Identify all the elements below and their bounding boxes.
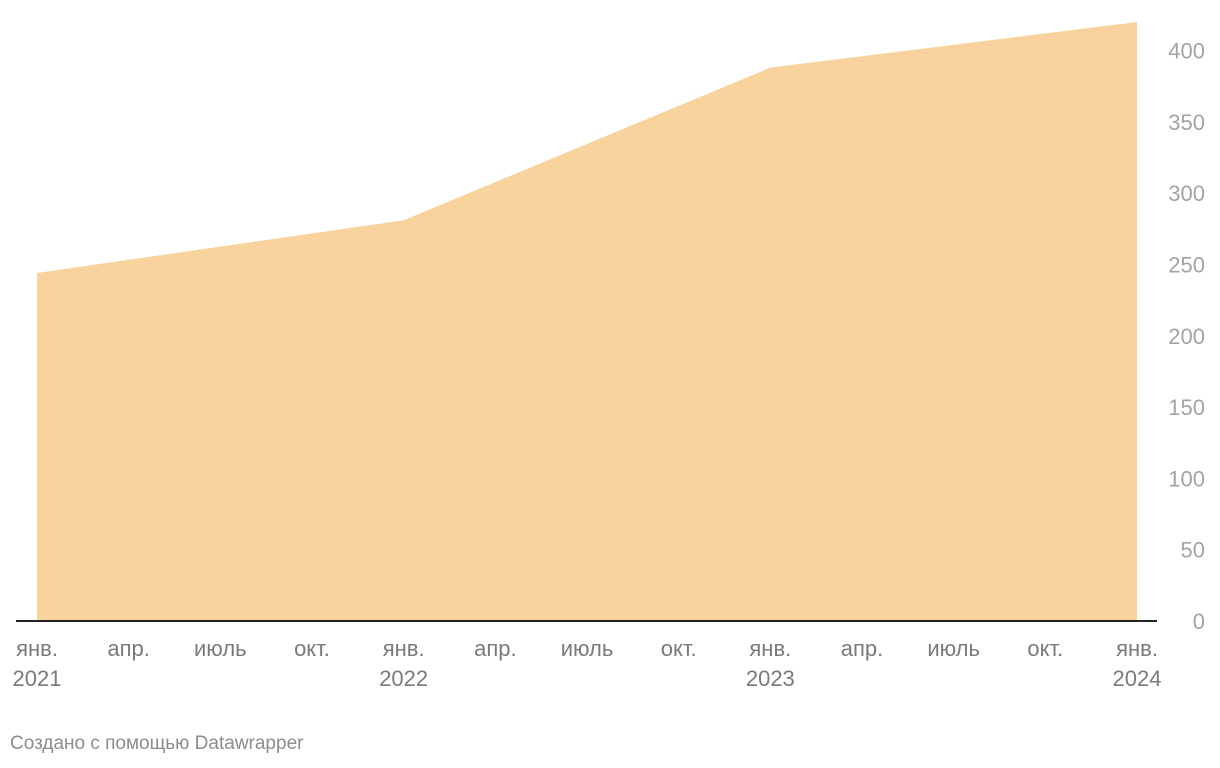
y-tick-label: 50 (1181, 538, 1205, 563)
y-tick-label: 150 (1168, 395, 1205, 420)
x-tick-label: июль (927, 636, 980, 661)
y-tick-label: 400 (1168, 39, 1205, 64)
x-tick-label: июль (194, 636, 247, 661)
y-tick-label: 200 (1168, 324, 1205, 349)
x-tick-label: янв. (383, 636, 425, 661)
y-tick-label: 350 (1168, 110, 1205, 135)
x-tick-year-label: 2022 (379, 666, 428, 691)
x-tick-label: янв. (1116, 636, 1158, 661)
x-tick-label: янв. (749, 636, 791, 661)
x-tick-year-label: 2024 (1113, 666, 1162, 691)
x-tick-label: апр. (474, 636, 517, 661)
y-tick-label: 100 (1168, 466, 1205, 491)
y-tick-label: 300 (1168, 181, 1205, 206)
x-tick-label: апр. (841, 636, 884, 661)
x-tick-year-label: 2023 (746, 666, 795, 691)
x-tick-label: окт. (661, 636, 697, 661)
series-area (37, 22, 1137, 621)
x-tick-label: янв. (16, 636, 58, 661)
x-tick-label: окт. (1027, 636, 1063, 661)
datawrapper-credit: Создано с помощью Datawrapper (10, 733, 304, 754)
y-tick-label: 0 (1193, 609, 1205, 634)
chart-svg: 0 50 100 150 200 250 300 350 400 янв. 2021 апр. июл… (13, 22, 1205, 691)
x-tick-label: апр. (107, 636, 150, 661)
x-tick-label: июль (561, 636, 614, 661)
x-tick-year-label: 2021 (13, 666, 62, 691)
y-tick-label: 250 (1168, 252, 1205, 277)
x-tick-label: окт. (294, 636, 330, 661)
